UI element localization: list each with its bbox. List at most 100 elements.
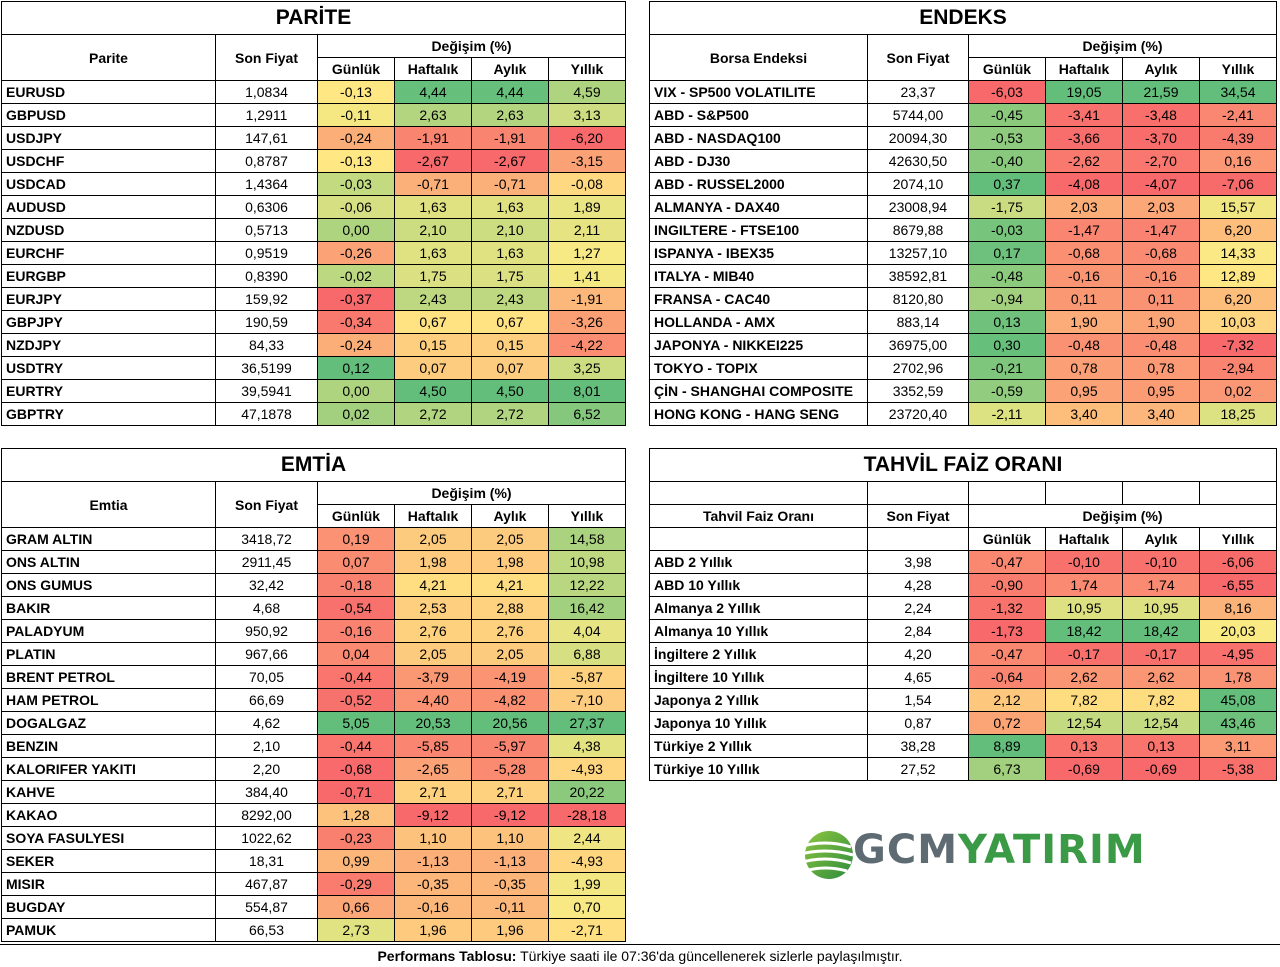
change-monthly: 7,82 xyxy=(1122,688,1200,712)
change-weekly: -5,85 xyxy=(394,734,472,758)
endeks-col-yearly: Yıllık xyxy=(1199,57,1277,81)
row-price: 883,14 xyxy=(867,310,969,334)
change-monthly: 0,78 xyxy=(1122,356,1200,380)
endeks-col-daily: Günlük xyxy=(968,57,1046,81)
row-name: İngiltere 10 Yıllık xyxy=(649,665,868,689)
row-price: 3,98 xyxy=(867,550,969,574)
change-yearly: 16,42 xyxy=(548,596,626,620)
change-yearly: 27,37 xyxy=(548,711,626,735)
row-price: 5744,00 xyxy=(867,103,969,127)
table-row: EURGBP 0,8390 -0,02 1,75 1,75 1,41 xyxy=(1,264,626,288)
row-price: 2074,10 xyxy=(867,172,969,196)
change-weekly: 0,15 xyxy=(394,333,472,357)
table-row: ABD 10 Yıllık 4,28 -0,90 1,74 1,74 -6,55 xyxy=(649,573,1277,597)
change-daily: -1,32 xyxy=(968,596,1046,620)
table-row: GBPUSD 1,2911 -0,11 2,63 2,63 3,13 xyxy=(1,103,626,127)
table-row: GBPTRY 47,1878 0,02 2,72 2,72 6,52 xyxy=(1,402,626,426)
change-monthly: -0,69 xyxy=(1122,757,1200,781)
change-weekly: 2,05 xyxy=(394,527,472,551)
change-monthly: 2,71 xyxy=(471,780,549,804)
change-daily: 0,00 xyxy=(317,379,395,403)
row-name: MISIR xyxy=(1,872,216,896)
row-price: 2911,45 xyxy=(215,550,318,574)
change-monthly: -0,11 xyxy=(471,895,549,919)
change-yearly: 10,98 xyxy=(548,550,626,574)
change-daily: -0,48 xyxy=(968,264,1046,288)
row-name: GBPTRY xyxy=(1,402,216,426)
logo-text: GCMYATIRIM xyxy=(853,827,1146,873)
row-price: 47,1878 xyxy=(215,402,318,426)
row-name: ABD 10 Yıllık xyxy=(649,573,868,597)
change-daily: 5,05 xyxy=(317,711,395,735)
row-price: 36,5199 xyxy=(215,356,318,380)
tahvil-spacer xyxy=(1045,481,1123,505)
change-yearly: 6,20 xyxy=(1199,218,1277,242)
endeks-title: ENDEKS xyxy=(649,1,1277,35)
row-name: USDTRY xyxy=(1,356,216,380)
tahvil-col-daily: Günlük xyxy=(968,527,1046,551)
change-daily: 0,12 xyxy=(317,356,395,380)
row-name: Türkiye 2 Yıllık xyxy=(649,734,868,758)
table-row: BAKIR 4,68 -0,54 2,53 2,88 16,42 xyxy=(1,596,626,620)
row-name: VIX - SP500 VOLATILITE xyxy=(649,80,868,104)
change-weekly: -9,12 xyxy=(394,803,472,827)
change-daily: -0,64 xyxy=(968,665,1046,689)
change-daily: -2,11 xyxy=(968,402,1046,426)
row-name: ISPANYA - IBEX35 xyxy=(649,241,868,265)
change-monthly: 1,10 xyxy=(471,826,549,850)
table-row: KALORIFER YAKITI 2,20 -0,68 -2,65 -5,28 -4,93 xyxy=(1,757,626,781)
change-weekly: 1,75 xyxy=(394,264,472,288)
emtia-col-weekly: Haftalık xyxy=(394,504,472,528)
table-row: FRANSA - CAC40 8120,80 -0,94 0,11 0,11 6,20 xyxy=(649,287,1277,311)
change-monthly: -4,07 xyxy=(1122,172,1200,196)
table-row: ÇİN - SHANGHAI COMPOSITE 3352,59 -0,59 0,95… xyxy=(649,379,1277,403)
table-row: Japonya 2 Yıllık 1,54 2,12 7,82 7,82 45,08 xyxy=(649,688,1277,712)
change-weekly: 2,05 xyxy=(394,642,472,666)
change-yearly: -4,22 xyxy=(548,333,626,357)
change-daily: 0,02 xyxy=(317,402,395,426)
change-weekly: 1,63 xyxy=(394,195,472,219)
change-yearly: -5,38 xyxy=(1199,757,1277,781)
table-row: EURJPY 159,92 -0,37 2,43 2,43 -1,91 xyxy=(1,287,626,311)
change-monthly: 1,98 xyxy=(471,550,549,574)
change-yearly: 15,57 xyxy=(1199,195,1277,219)
table-row: Japonya 10 Yıllık 0,87 0,72 12,54 12,54 43,46 xyxy=(649,711,1277,735)
change-weekly: -4,08 xyxy=(1045,172,1123,196)
change-yearly: -0,08 xyxy=(548,172,626,196)
change-weekly: 2,63 xyxy=(394,103,472,127)
change-weekly: 2,03 xyxy=(1045,195,1123,219)
logo-yatirim: YATIRIM xyxy=(958,827,1146,873)
row-name: NZDJPY xyxy=(1,333,216,357)
row-price: 32,42 xyxy=(215,573,318,597)
row-name: BAKIR xyxy=(1,596,216,620)
change-daily: -0,03 xyxy=(968,218,1046,242)
table-row: ITALYA - MIB40 38592,81 -0,48 -0,16 -0,16 12,… xyxy=(649,264,1277,288)
change-weekly: -1,13 xyxy=(394,849,472,873)
change-weekly: 2,76 xyxy=(394,619,472,643)
row-name: ONS GUMUS xyxy=(1,573,216,597)
table-row: EURTRY 39,5941 0,00 4,50 4,50 8,01 xyxy=(1,379,626,403)
change-daily: 0,07 xyxy=(317,550,395,574)
change-monthly: 12,54 xyxy=(1122,711,1200,735)
change-monthly: -0,17 xyxy=(1122,642,1200,666)
table-row: TOKYO - TOPIX 2702,96 -0,21 0,78 0,78 -2,94 xyxy=(649,356,1277,380)
change-weekly: 7,82 xyxy=(1045,688,1123,712)
parite-title: PARİTE xyxy=(1,1,626,35)
row-price: 8679,88 xyxy=(867,218,969,242)
table-row: Almanya 2 Yıllık 2,24 -1,32 10,95 10,95 8,16 xyxy=(649,596,1277,620)
row-name: SEKER xyxy=(1,849,216,873)
change-weekly: 10,95 xyxy=(1045,596,1123,620)
tahvil-title: TAHVİL FAİZ ORANI xyxy=(649,448,1277,482)
emtia-col-monthly: Aylık xyxy=(471,504,549,528)
change-weekly: -0,69 xyxy=(1045,757,1123,781)
change-yearly: -2,41 xyxy=(1199,103,1277,127)
change-monthly: -1,13 xyxy=(471,849,549,873)
emtia-body: GRAM ALTIN 3418,72 0,19 2,05 2,05 14,58 ONS AL… xyxy=(1,527,626,942)
change-weekly: 2,71 xyxy=(394,780,472,804)
change-yearly: 10,03 xyxy=(1199,310,1277,334)
change-yearly: -7,32 xyxy=(1199,333,1277,357)
change-daily: -0,44 xyxy=(317,665,395,689)
change-weekly: -2,62 xyxy=(1045,149,1123,173)
change-daily: -0,94 xyxy=(968,287,1046,311)
row-price: 66,53 xyxy=(215,918,318,942)
